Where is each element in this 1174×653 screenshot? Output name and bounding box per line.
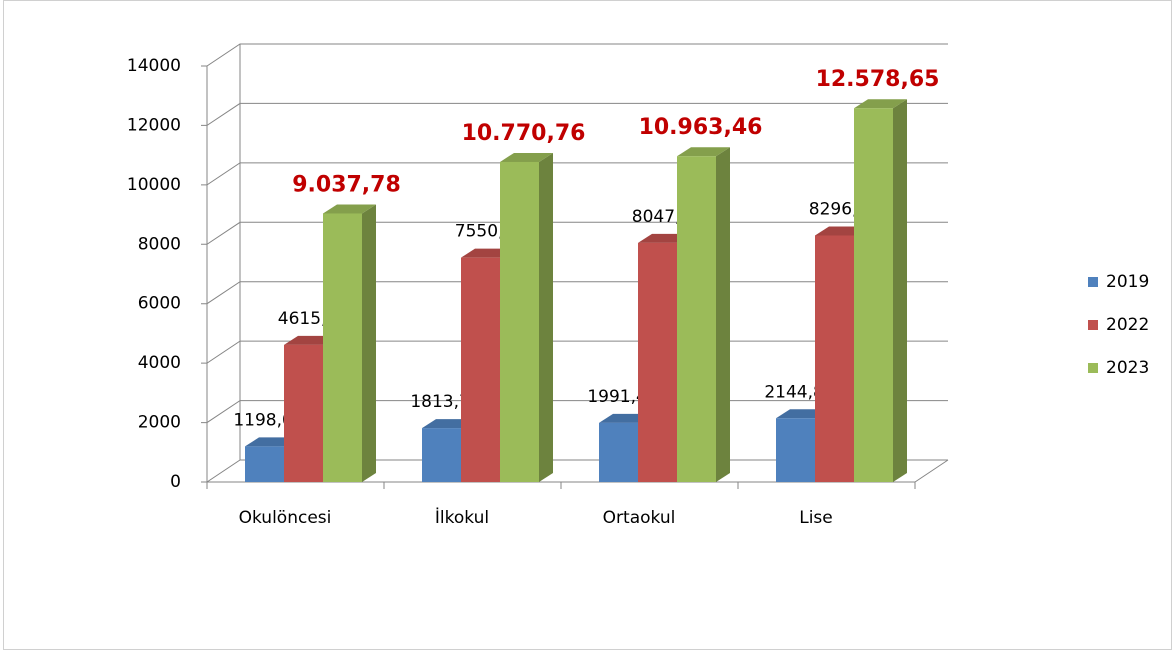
legend-swatch: [1088, 363, 1098, 373]
data-label: 7550,1: [455, 222, 514, 242]
legend-label: 2023: [1106, 358, 1149, 378]
bar-side: [539, 152, 553, 482]
y-tick-label: 14000: [127, 56, 181, 76]
x-tick-label: Ortaokul: [603, 508, 676, 528]
bar-front: [284, 344, 323, 482]
bar-side: [716, 147, 730, 482]
bar-front: [245, 446, 284, 482]
x-tick-label: İlkokul: [435, 507, 489, 528]
bar-top: [500, 152, 553, 162]
legend-label: 2019: [1106, 272, 1149, 292]
data-label: 10.963,46: [639, 115, 763, 140]
bar-front: [461, 257, 500, 482]
x-tick-label: Okulöncesi: [239, 508, 332, 528]
bar-front: [323, 213, 362, 482]
bar-front: [776, 418, 815, 482]
y-tick-label: 0: [170, 472, 181, 492]
grid-line: [201, 340, 948, 364]
bar-front: [854, 108, 893, 482]
bar-front: [815, 235, 854, 482]
bar-front: [677, 156, 716, 482]
legend-label: 2022: [1106, 315, 1149, 335]
bar-side: [362, 204, 376, 482]
data-label: 12.578,65: [816, 67, 940, 92]
bar-top: [677, 147, 730, 157]
bar-front: [500, 161, 539, 482]
grid-line: [201, 162, 948, 186]
grid-line: [201, 221, 948, 245]
data-label: 8047,4: [632, 207, 691, 227]
grid-line: [201, 400, 948, 424]
data-label: 4615,8: [278, 309, 337, 329]
bar-front: [599, 422, 638, 482]
grid-line: [201, 102, 948, 126]
bar-top: [323, 204, 376, 214]
y-tick-label: 4000: [138, 353, 181, 373]
grid-line: [201, 281, 948, 305]
bar-front: [422, 428, 461, 482]
y-tick-label: 6000: [138, 294, 181, 314]
bar-front: [638, 242, 677, 482]
bar: [500, 152, 553, 482]
bar: [323, 204, 376, 482]
data-label: 8296,6: [809, 199, 868, 219]
chart-border: [3, 0, 1172, 650]
y-tick-label: 8000: [138, 234, 181, 254]
y-tick-label: 10000: [127, 175, 181, 195]
data-label: 10.770,76: [462, 121, 586, 146]
y-tick-label: 2000: [138, 413, 181, 433]
y-tick-label: 12000: [127, 115, 181, 135]
bar: [677, 147, 730, 482]
grid-line: [201, 459, 948, 483]
data-label: 9.037,78: [292, 172, 401, 197]
bar-top: [854, 99, 907, 109]
legend-swatch: [1088, 277, 1098, 287]
bar-side: [893, 99, 907, 482]
x-tick-label: Lise: [799, 508, 833, 528]
grid-line: [201, 43, 948, 67]
legend-swatch: [1088, 320, 1098, 330]
bar: [854, 99, 907, 482]
